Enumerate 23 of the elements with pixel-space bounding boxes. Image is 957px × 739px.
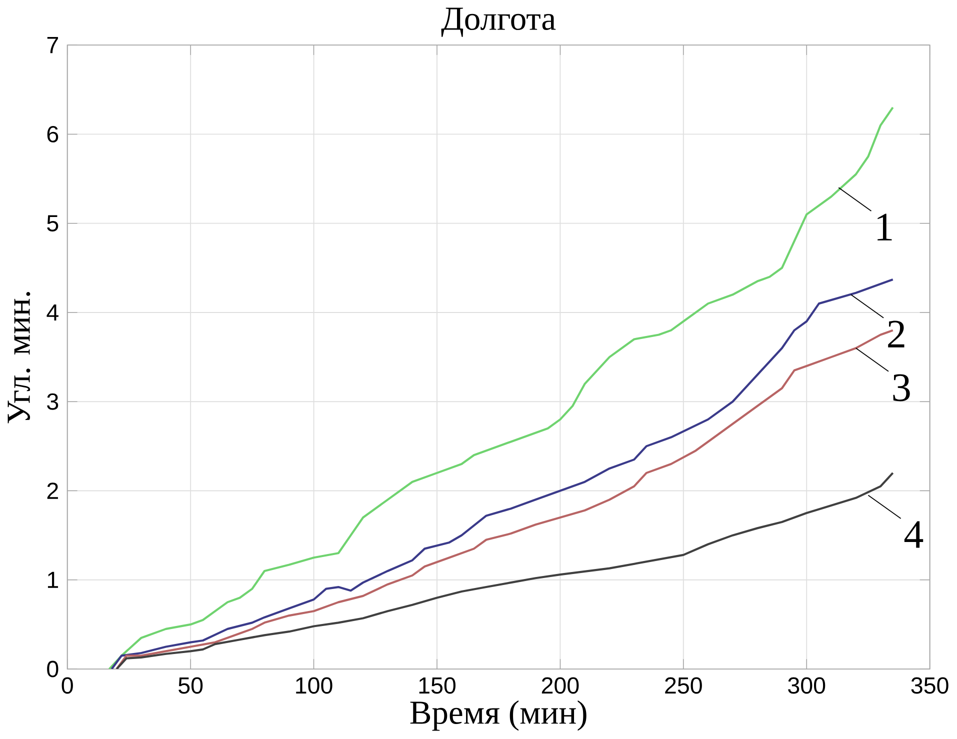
x-tick-label: 200	[542, 677, 579, 694]
y-tick-label: 7	[47, 37, 58, 54]
y-tick-label: 1	[48, 572, 58, 588]
annotation: 1	[878, 214, 892, 241]
y-tick-label: 6	[47, 126, 58, 143]
annotation: 3	[893, 374, 910, 402]
x-tick-label: 150	[419, 677, 456, 694]
y-tick-label: 2	[47, 482, 58, 500]
x-tick-label: 100	[296, 677, 332, 694]
x-tick-label: 50	[178, 677, 203, 694]
x-axis-title: Время (мин)	[410, 700, 586, 732]
y-tick-label: 3	[47, 394, 58, 410]
annotation: 2	[888, 320, 904, 348]
y-tick-label: 5	[47, 215, 58, 232]
x-tick-label: 250	[665, 677, 702, 694]
x-tick-label: 0	[62, 677, 73, 694]
y-tick-label: 0	[47, 661, 58, 678]
y-axis-title: Угл. мин.	[8, 292, 30, 424]
y-tick-label: 4	[46, 304, 58, 321]
x-tick-label: 300	[788, 677, 826, 694]
annotation: 4	[904, 522, 924, 548]
x-tick-label: 350	[911, 677, 948, 694]
chart-title: Долгота	[441, 8, 556, 38]
